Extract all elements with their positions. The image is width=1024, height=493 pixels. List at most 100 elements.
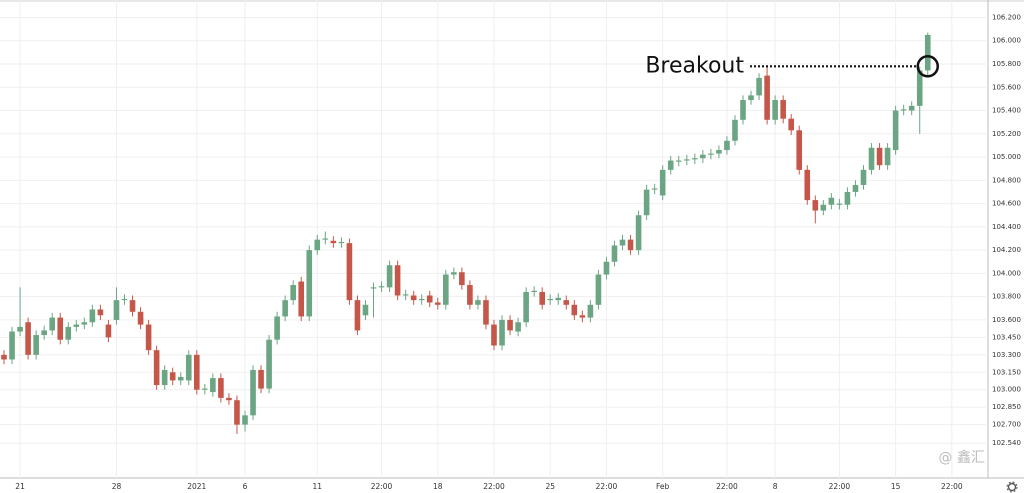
candle-body: [908, 105, 915, 111]
x-tick-label: 25: [545, 482, 555, 491]
candle-body: [860, 169, 867, 185]
candle-body: [796, 130, 803, 170]
y-tick-label: 104.600: [992, 200, 1021, 208]
candle-body: [788, 118, 795, 131]
candle-body: [868, 147, 875, 170]
candle-body: [378, 286, 385, 288]
x-tick-label: 21: [15, 482, 25, 491]
candle-body: [426, 295, 433, 303]
x-tick-label: 2021: [187, 482, 206, 491]
y-tick-label: 105.600: [992, 83, 1021, 91]
candle-body: [916, 70, 923, 106]
y-tick-label: 102.700: [992, 421, 1021, 429]
candle-body: [89, 309, 96, 323]
candle-body: [153, 350, 160, 386]
candle-body: [667, 160, 674, 170]
candle-body: [619, 239, 626, 246]
candle-body: [306, 250, 313, 317]
candle-body: [226, 397, 232, 401]
candle-body: [185, 354, 192, 381]
breakout-marker: [916, 55, 940, 78]
candle-body: [242, 415, 248, 425]
candle-body: [25, 322, 31, 355]
candle-body: [234, 400, 240, 425]
y-tick-label: 103.800: [992, 293, 1021, 301]
y-tick-label: 104.800: [992, 176, 1021, 184]
candle-body: [900, 109, 907, 111]
candle-body: [210, 378, 216, 393]
candle-body: [611, 245, 618, 262]
x-tick-label: Feb: [656, 482, 670, 491]
candle-body: [402, 294, 409, 296]
x-tick-label: 15: [891, 482, 901, 491]
candle-body: [161, 369, 168, 386]
candle-body: [129, 300, 136, 312]
candle-body: [218, 378, 224, 398]
candle-body: [627, 239, 634, 251]
x-tick-label: 28: [112, 482, 122, 491]
y-tick-label: 106.200: [992, 13, 1021, 21]
gear[interactable]: [1007, 482, 1017, 492]
candle-body: [105, 324, 112, 338]
x-tick-label: 22:00: [483, 482, 505, 491]
candle-body: [732, 119, 738, 141]
y-tick-label: 103.600: [992, 316, 1021, 324]
candle-body: [483, 300, 489, 325]
candle-body: [772, 100, 778, 120]
candle-body: [884, 147, 891, 166]
candle-body: [475, 300, 481, 305]
candle-body: [274, 316, 280, 340]
candle-body: [459, 272, 465, 286]
y-tick-label: 104.000: [992, 269, 1021, 277]
candle-body: [523, 292, 529, 323]
candle-body: [169, 372, 176, 381]
y-tick-label: 102.540: [992, 439, 1021, 447]
candle-body: [370, 287, 377, 289]
candle-body: [603, 261, 610, 275]
candle-body: [290, 285, 296, 301]
candle-body: [202, 388, 208, 390]
watermark: @ 鑫汇: [939, 449, 985, 466]
candle-body: [193, 354, 200, 390]
x-tick-label: 11: [313, 482, 323, 491]
candle-body: [17, 326, 23, 332]
x-tick-label: 6: [243, 482, 248, 491]
x-tick-label: 22:00: [596, 482, 618, 491]
candle-body: [9, 331, 15, 360]
candle-body: [571, 304, 578, 316]
candle-body: [451, 272, 457, 275]
candle-body: [57, 317, 64, 340]
candle-body: [740, 100, 746, 120]
candle-body: [748, 95, 754, 101]
y-tick-label: 104.200: [992, 246, 1021, 254]
candle-body: [683, 159, 690, 161]
candle-body: [177, 376, 184, 381]
candle-body: [298, 281, 305, 317]
candle-body: [41, 330, 47, 336]
candle-body: [434, 302, 441, 305]
y-tick-label: 103.000: [992, 386, 1021, 394]
y-tick-label: 103.300: [992, 351, 1021, 359]
candle-body: [804, 169, 811, 201]
candle-body: [892, 110, 899, 151]
candle-body: [844, 191, 851, 205]
candle-body: [547, 298, 554, 301]
settings-icon[interactable]: [1006, 481, 1018, 493]
y-tick-label: 105.800: [992, 60, 1021, 68]
candle-body: [643, 189, 650, 216]
candle-body: [780, 100, 786, 119]
candle-body: [828, 197, 835, 205]
candle-body: [266, 339, 272, 389]
candle-body: [338, 241, 345, 244]
candle-body: [322, 238, 329, 240]
candle-body: [258, 369, 264, 389]
candle-body: [314, 239, 321, 251]
x-tick-label: 22:00: [829, 482, 851, 491]
candle-body: [73, 324, 80, 327]
candle-body: [418, 298, 425, 301]
candle-body: [121, 298, 128, 301]
candle-body: [467, 285, 473, 305]
candle-body: [635, 215, 642, 251]
candle-body: [65, 326, 72, 340]
gear-teeth[interactable]: [1006, 481, 1018, 493]
